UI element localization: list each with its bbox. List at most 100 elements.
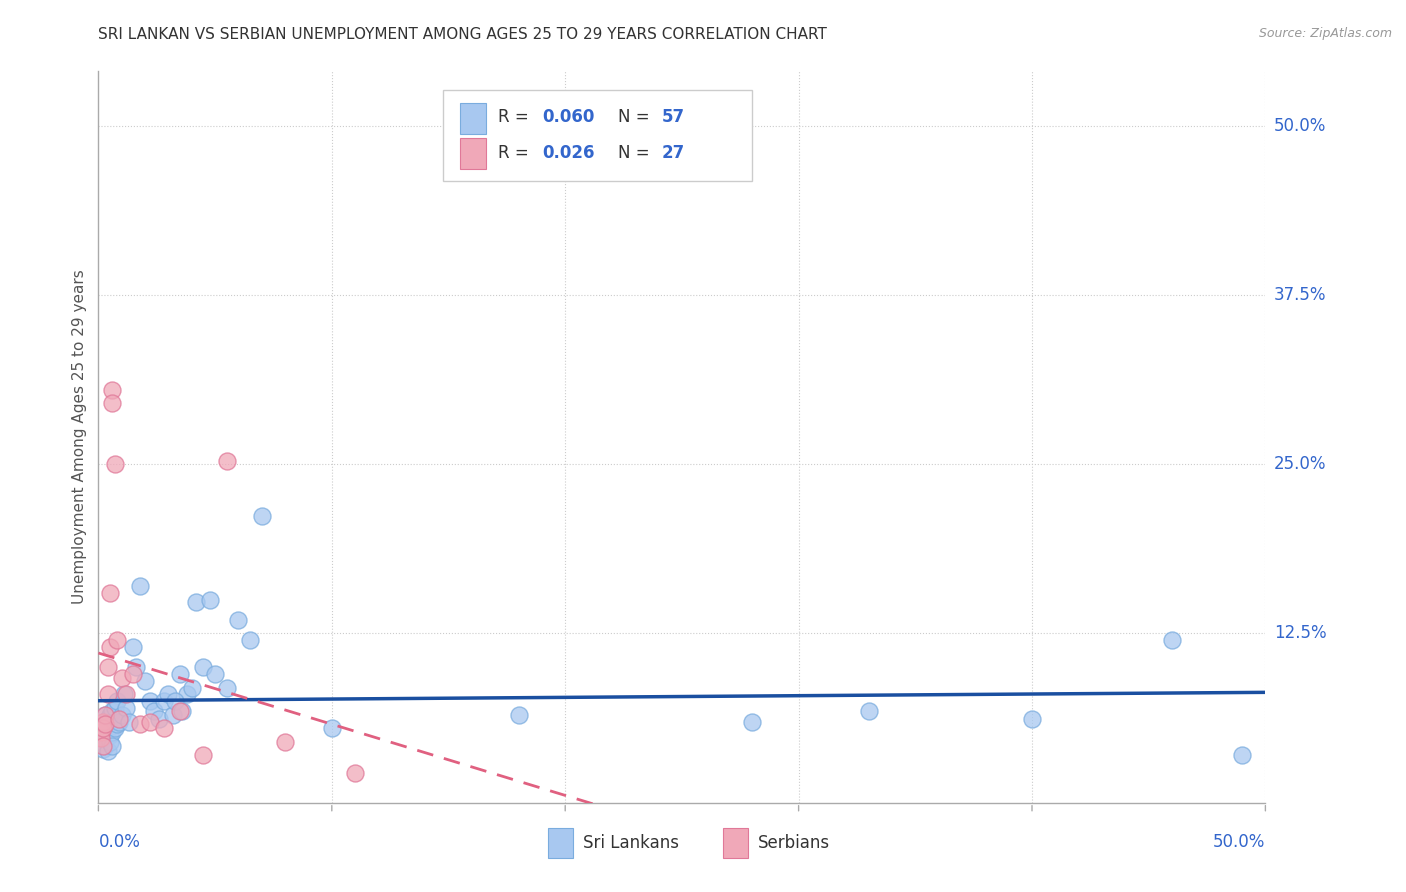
Point [344,766,367,780]
Text: 25.0%: 25.0% [1274,455,1326,473]
Text: 0.060: 0.060 [541,109,595,127]
Point [97,712,120,726]
Point [180,681,202,695]
Bar [548,829,574,858]
Point [101,396,124,410]
Point [90,728,112,742]
Text: Sri Lankans: Sri Lankans [582,834,679,852]
Point [108,712,131,726]
Point [1021,712,1043,726]
Point [91,721,114,735]
Point [111,707,134,722]
Point [91,739,114,753]
Point [215,681,238,695]
Point [98,728,121,742]
Point [101,383,124,397]
Point [101,704,124,718]
Point [97,688,120,702]
Text: N =: N = [617,144,655,161]
Point [193,748,215,763]
Point [858,704,880,718]
Point [129,717,152,731]
Point [122,667,145,681]
Point [98,707,121,722]
Text: Source: ZipAtlas.com: Source: ZipAtlas.com [1258,27,1392,40]
Point [321,721,343,735]
Text: 50.0%: 50.0% [1213,833,1265,851]
Point [90,735,112,749]
Text: R =: R = [498,109,533,127]
Text: 0.026: 0.026 [541,144,595,161]
Text: 57: 57 [662,109,685,127]
Text: SRI LANKAN VS SERBIAN UNEMPLOYMENT AMONG AGES 25 TO 29 YEARS CORRELATION CHART: SRI LANKAN VS SERBIAN UNEMPLOYMENT AMONG… [98,27,827,42]
Point [139,694,162,708]
Point [94,717,117,731]
Point [98,735,121,749]
Point [176,688,198,702]
Point [215,454,238,468]
Point [204,667,226,681]
Point [94,731,117,745]
Text: Serbians: Serbians [758,834,830,852]
Point [91,741,114,756]
Point [165,694,187,708]
Point [101,739,124,753]
Point [741,714,763,729]
Point [94,707,117,722]
Bar [460,103,486,134]
Point [172,704,194,718]
Point [105,717,128,731]
Point [1161,633,1184,648]
Point [148,712,170,726]
Point [91,714,114,729]
Point [108,714,131,729]
Text: N =: N = [617,109,655,127]
Point [105,694,128,708]
Point [97,721,120,735]
Point [91,714,114,729]
FancyBboxPatch shape [443,90,752,181]
Point [112,688,135,702]
Point [152,721,174,735]
Point [104,457,127,471]
Point [98,640,121,654]
Point [162,707,184,722]
Point [169,704,191,718]
Point [97,660,120,674]
Point [104,701,127,715]
Text: 27: 27 [662,144,685,161]
Point [122,640,145,654]
Point [152,694,174,708]
Point [134,673,156,688]
Text: 12.5%: 12.5% [1274,624,1326,642]
Point [101,725,124,739]
Point [129,579,152,593]
Point [91,721,114,735]
Point [157,688,180,702]
Point [104,721,127,735]
Point [125,660,148,674]
Point [1230,748,1253,763]
Point [105,633,128,648]
Bar [723,829,748,858]
Point [115,688,138,702]
Point [239,633,262,648]
Point [169,667,191,681]
Point [143,704,166,718]
Point [274,735,297,749]
Point [98,586,121,600]
Text: 0.0%: 0.0% [98,833,141,851]
Point [97,744,120,758]
Point [115,701,138,715]
Point [186,595,208,609]
Point [193,660,215,674]
Point [200,592,222,607]
Point [90,725,112,739]
Point [111,671,134,685]
Point [94,707,117,722]
Text: R =: R = [498,144,533,161]
Point [508,707,530,722]
Point [118,714,141,729]
Point [94,739,117,753]
Bar [460,138,486,169]
